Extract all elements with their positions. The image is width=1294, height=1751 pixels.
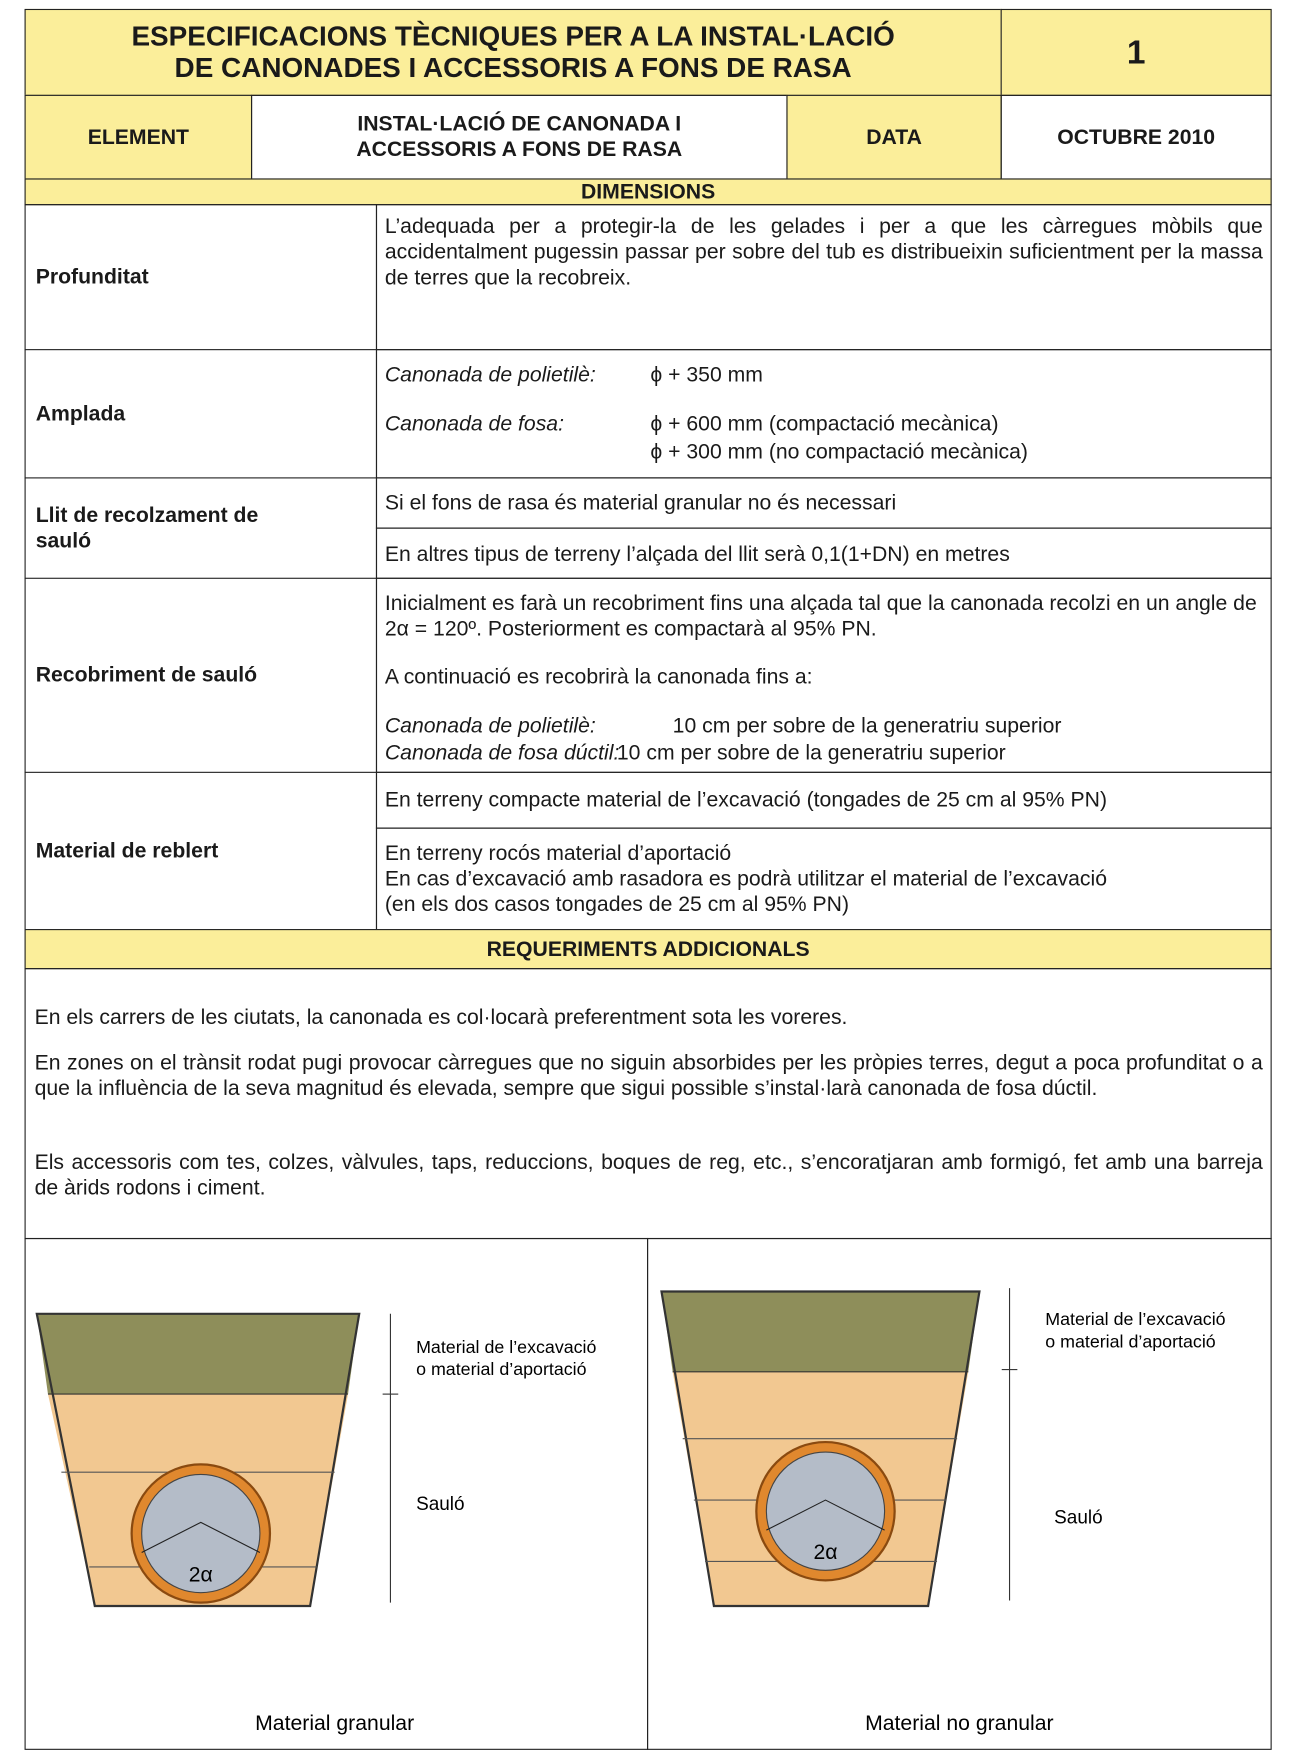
title-line: ESPECIFICACIONS TÈCNIQUES PER A LA INSTA… <box>131 21 895 53</box>
section-heading: REQUERIMENTS ADDICIONALS <box>486 937 810 961</box>
pipe-bore <box>141 1473 261 1594</box>
excavation-layer <box>661 1291 980 1372</box>
divider <box>24 771 378 773</box>
layer-label: Material de l’excavació <box>1045 1309 1225 1329</box>
section-bar <box>24 929 1272 970</box>
value: 10 cm per sobre de la generatriu superio… <box>616 741 1006 766</box>
layer-label: Sauló <box>1054 1507 1102 1528</box>
section-heading: DIMENSIONS <box>580 180 716 204</box>
value: ϕ + 300 mm (no compactació mecànica) <box>650 440 1028 464</box>
row-label: Recobriment de sauló <box>35 663 258 688</box>
row-label: Profunditat <box>35 265 149 289</box>
term: Canonada de fosa dúctil: <box>384 741 620 766</box>
element-line: INSTAL·LACIÓ DE CANONADA I <box>357 112 682 137</box>
value: ϕ + 600 mm (compactació mecànica) <box>650 412 999 437</box>
title-cell <box>24 8 1002 96</box>
element-value: INSTAL·LACIÓ DE CANONADA I ACCESSORIS A … <box>251 95 788 180</box>
value: ϕ + 350 mm <box>650 363 763 388</box>
row-label: Llit de recolzament de sauló <box>35 503 259 553</box>
figure-caption: Material no granular <box>865 1712 1053 1735</box>
term: Canonada de polietilè: <box>384 714 596 739</box>
element-line: ACCESSORIS A FONS DE RASA <box>356 138 683 162</box>
row-line: En terreny rocós material d’aportació <box>384 842 732 866</box>
figure-non-granular: 2α Material de l’excavació o material d’… <box>660 1288 1226 1735</box>
trench <box>35 1312 361 1608</box>
row-text-block: En terreny rocós material d’aportació En… <box>385 841 1266 918</box>
divider <box>24 349 378 351</box>
row-text: Inicialment es farà un recobriment fins … <box>384 592 1257 642</box>
row-text: L’adequada per a protegir-la de les gela… <box>384 215 1263 290</box>
paragraph: Els accessoris com tes, colzes, vàlvules… <box>34 1150 1263 1201</box>
divider <box>24 477 378 479</box>
title-line: DE CANONADES I ACCESSORIS A FONS DE RASA <box>174 52 852 84</box>
row-label: Material de reblert <box>35 839 219 863</box>
title: ESPECIFICACIONS TÈCNIQUES PER A LA INSTA… <box>25 9 1002 96</box>
angle-lines <box>766 1499 885 1531</box>
date-value: OCTUBRE 2010 <box>1057 125 1216 149</box>
layer-label: o material d’aportació <box>416 1359 587 1379</box>
term: Canonada de polietilè: <box>384 363 596 388</box>
figure-caption: Material granular <box>255 1712 414 1735</box>
pipe-bore <box>765 1451 886 1571</box>
layer-label: o material d’aportació <box>1045 1331 1216 1351</box>
excavation-layer <box>36 1313 360 1395</box>
row-text: Si el fons de rasa és material granular … <box>384 491 897 516</box>
angle-label: 2α <box>813 1541 837 1564</box>
divider <box>24 577 378 579</box>
layer-label: Sauló <box>416 1494 464 1515</box>
row-text: A continuació es recobrirà la canonada f… <box>384 665 813 690</box>
row-label: Amplada <box>35 402 126 426</box>
paragraph: En els carrers de les ciutats, la canona… <box>34 1005 848 1030</box>
number-cell <box>1000 8 1272 96</box>
layer-label: Material de l’excavació <box>416 1337 596 1357</box>
figure-granular: 2α Material de l’excavació o material d’… <box>35 1312 597 1735</box>
row-line: (en els dos casos tongades de 25 cm al 9… <box>384 893 850 917</box>
value: 10 cm per sobre de la generatriu superio… <box>672 714 1062 739</box>
row-line: En cas d’excavació amb rasadora es podrà… <box>384 867 1108 892</box>
term: Canonada de fosa: <box>384 412 564 437</box>
trench <box>660 1290 981 1608</box>
angle-label: 2α <box>189 1563 213 1586</box>
element-label: ELEMENT <box>87 125 189 149</box>
paragraph: En zones on el trànsit rodat pugi provoc… <box>34 1051 1263 1101</box>
row-text: En altres tipus de terreny l’alçada del … <box>384 543 1010 567</box>
angle-lines <box>141 1521 261 1553</box>
figure-cell <box>647 1237 1272 1750</box>
sheet-number: 1 <box>1126 34 1146 71</box>
date-label: DATA <box>866 125 922 149</box>
row-text: En terreny compacte material de l’excava… <box>384 788 1108 812</box>
